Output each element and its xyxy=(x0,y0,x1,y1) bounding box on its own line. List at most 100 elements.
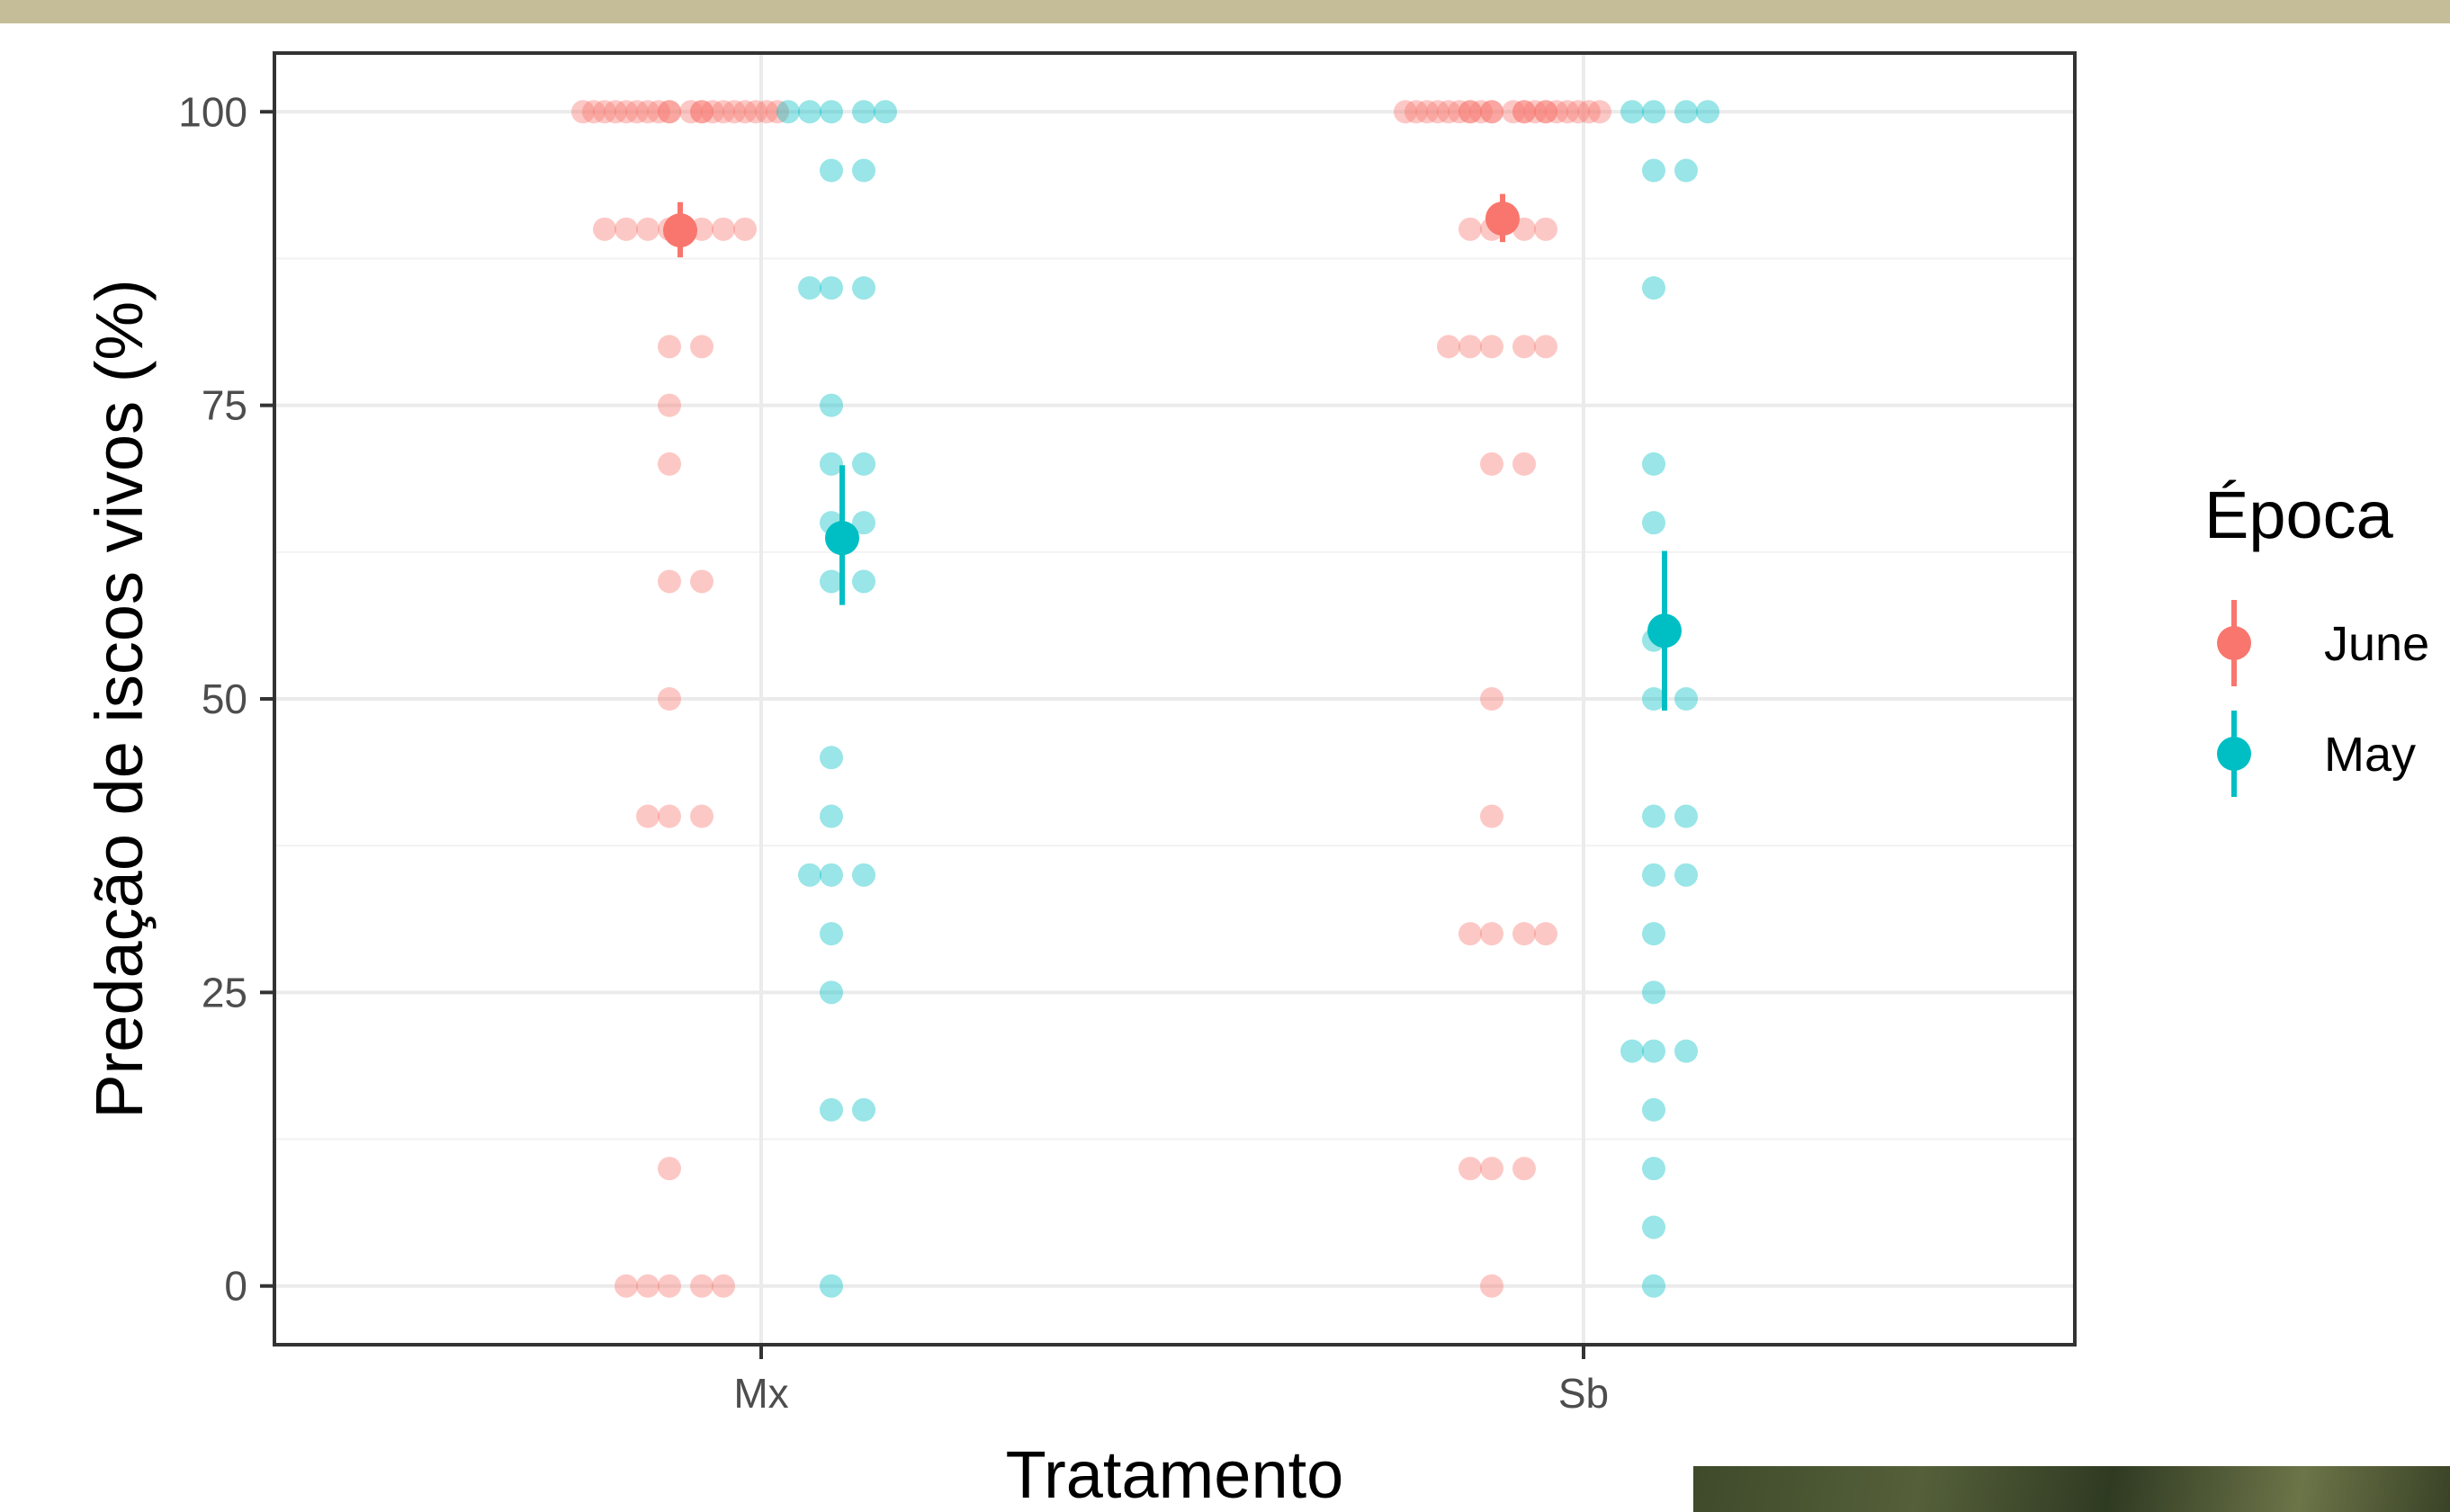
data-point-may xyxy=(852,452,875,476)
data-point-june xyxy=(1512,335,1536,359)
data-point-may xyxy=(1642,511,1665,535)
data-point-june xyxy=(615,1274,638,1298)
data-point-june xyxy=(1437,335,1460,359)
data-point-may xyxy=(1642,276,1665,300)
data-point-may xyxy=(776,100,800,124)
data-point-june xyxy=(755,100,778,124)
data-point-june xyxy=(733,217,757,241)
data-point-june xyxy=(690,100,713,124)
data-point-june xyxy=(1502,100,1525,124)
data-point-may xyxy=(852,569,875,594)
data-point-june xyxy=(658,687,681,711)
data-point-june xyxy=(1480,335,1503,359)
data-point-may xyxy=(820,980,843,1005)
data-point-june xyxy=(744,100,767,124)
data-point-june xyxy=(625,100,649,124)
data-point-june xyxy=(733,100,757,124)
data-point-june xyxy=(1534,100,1557,124)
data-point-may xyxy=(1642,804,1665,828)
data-point-june xyxy=(1534,217,1557,241)
data-point-june xyxy=(690,335,713,359)
data-point-may xyxy=(1642,452,1665,476)
data-point-may xyxy=(1642,1274,1665,1298)
data-point-june xyxy=(690,100,713,124)
mean-point-june xyxy=(663,213,697,248)
data-point-june xyxy=(1458,100,1482,124)
data-point-june xyxy=(1480,804,1503,828)
data-point-june xyxy=(679,100,703,124)
legend-title: Época xyxy=(2204,478,2394,552)
data-point-may xyxy=(1642,100,1665,124)
data-point-june xyxy=(1480,922,1503,946)
data-point-may xyxy=(820,922,843,946)
data-point-may xyxy=(820,393,843,417)
grid xyxy=(274,53,2075,1345)
data-point-june xyxy=(1566,100,1590,124)
data-point-may xyxy=(820,746,843,770)
data-point-may xyxy=(820,276,843,300)
data-point-june xyxy=(1480,1274,1503,1298)
data-point-june xyxy=(1512,100,1536,124)
data-point-may xyxy=(1642,1215,1665,1239)
data-point-may xyxy=(852,1097,875,1122)
data-point-june xyxy=(636,1274,660,1298)
data-point-june xyxy=(1480,452,1503,476)
axes: 0 25 50 75 100 Mx Sb xyxy=(178,88,1609,1417)
summary-markers xyxy=(663,193,1682,711)
top-banner xyxy=(0,0,2450,23)
data-point-may xyxy=(1642,687,1665,711)
data-point-june xyxy=(1404,100,1428,124)
data-point-june xyxy=(658,452,681,476)
data-point-june xyxy=(1426,100,1449,124)
data-point-may xyxy=(820,452,843,476)
data-point-may xyxy=(874,100,897,124)
data-point-may xyxy=(852,276,875,300)
data-point-may xyxy=(820,1274,843,1298)
data-point-may xyxy=(852,158,875,183)
data-point-june xyxy=(1437,100,1460,124)
data-point-may xyxy=(852,511,875,535)
data-point-june xyxy=(1588,100,1611,124)
mean-point-may xyxy=(1647,613,1682,649)
data-point-june xyxy=(1458,217,1482,241)
data-point-june xyxy=(647,100,670,124)
data-point-june xyxy=(636,217,660,241)
data-point-june xyxy=(1458,1157,1482,1181)
data-point-june xyxy=(615,217,638,241)
data-point-may xyxy=(798,100,821,124)
data-point-june xyxy=(604,100,627,124)
data-point-may xyxy=(1696,100,1719,124)
data-point-may xyxy=(820,158,843,183)
y-tick-label: 50 xyxy=(202,675,247,722)
data-point-june xyxy=(1556,100,1579,124)
data-point-june xyxy=(658,335,681,359)
mean-point-may xyxy=(825,521,859,556)
data-point-june xyxy=(1480,100,1503,124)
data-point-may xyxy=(1642,1097,1665,1122)
data-point-may xyxy=(1674,100,1698,124)
data-point-june xyxy=(1512,1157,1536,1181)
data-point-june xyxy=(1534,335,1557,359)
data-point-may xyxy=(1642,1157,1665,1181)
data-point-june xyxy=(701,100,724,124)
x-tick-label: Sb xyxy=(1558,1370,1609,1417)
data-point-may xyxy=(1674,687,1698,711)
data-point-may xyxy=(820,569,843,594)
data-point-june xyxy=(1480,100,1503,124)
data-point-june xyxy=(1512,100,1536,124)
data-point-june xyxy=(1545,100,1568,124)
legend-label-may: May xyxy=(2324,728,2416,782)
legend-key-point-may xyxy=(2217,737,2251,771)
data-point-june xyxy=(712,217,735,241)
data-point-may xyxy=(1620,1039,1644,1063)
data-point-june xyxy=(690,569,713,594)
y-tick-label: 25 xyxy=(202,969,247,1015)
data-point-june xyxy=(1469,100,1493,124)
data-point-may xyxy=(820,1097,843,1122)
data-point-june xyxy=(658,100,681,124)
data-point-june xyxy=(615,100,638,124)
data-point-may xyxy=(820,804,843,828)
data-point-june xyxy=(722,100,746,124)
data-point-june xyxy=(1480,687,1503,711)
x-axis-title: Tratamento xyxy=(1006,1437,1344,1512)
